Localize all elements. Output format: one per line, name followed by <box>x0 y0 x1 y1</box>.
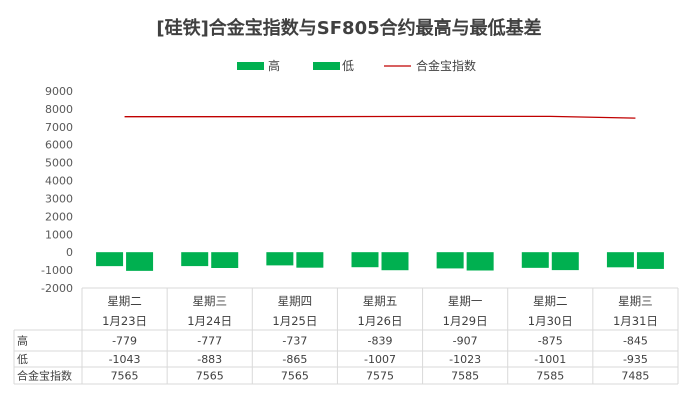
table-cell: -907 <box>453 335 478 348</box>
category-date: 1月29日 <box>443 314 488 328</box>
y-tick-label: -1000 <box>41 264 73 277</box>
table-cell: -779 <box>112 335 137 348</box>
category-date: 1月30日 <box>528 314 573 328</box>
y-axis: 9000 8000 7000 6000 5000 4000 3000 2000 1000 0 -10… <box>41 85 73 295</box>
category-weekday: 星期三 <box>618 294 653 308</box>
category-weekday: 星期二 <box>107 294 142 308</box>
table-cell: -875 <box>538 335 563 348</box>
table-row-label: 低 <box>17 353 28 366</box>
y-tick-label: 9000 <box>45 85 73 98</box>
chart-title: [硅铁]合金宝指数与SF805合约最高与最低基差 <box>156 18 542 39</box>
y-tick-label: 6000 <box>45 139 73 152</box>
legend-swatch-0 <box>237 62 264 70</box>
category-weekday: 星期四 <box>278 294 313 308</box>
category-date: 1月23日 <box>102 314 147 328</box>
bar-高-6 <box>606 252 634 268</box>
bar-低-3 <box>381 252 409 271</box>
legend-label-1: 低 <box>342 59 354 73</box>
table-cell: -1007 <box>364 353 396 366</box>
table-cell: -865 <box>282 353 307 366</box>
table-cell: 7585 <box>451 370 479 383</box>
bar-高-4 <box>436 252 464 269</box>
legend-swatch-1 <box>313 62 340 70</box>
y-tick-label: -2000 <box>41 282 73 295</box>
table-cell: -845 <box>623 335 648 348</box>
category-date: 1月31日 <box>613 314 658 328</box>
table-cell: 7575 <box>366 370 394 383</box>
table-cell: -1043 <box>109 353 141 366</box>
table-cell: -737 <box>282 335 307 348</box>
bar-低-4 <box>466 252 494 271</box>
legend-label-0: 高 <box>268 58 280 73</box>
category-weekday: 星期三 <box>192 294 227 308</box>
legend: 高 低 合金宝指数 <box>237 58 476 73</box>
table-row-label: 合金宝指数 <box>17 369 72 383</box>
bar-高-0 <box>96 252 124 267</box>
bars <box>96 252 664 271</box>
bar-低-0 <box>126 252 154 271</box>
y-tick-label: 0 <box>66 246 73 259</box>
table-cell: -777 <box>197 335 222 348</box>
table-cell: -935 <box>623 353 648 366</box>
y-tick-label: 2000 <box>45 210 73 223</box>
category-date: 1月25日 <box>272 314 317 328</box>
table-cell: 7585 <box>536 370 564 383</box>
category-date: 1月24日 <box>187 314 232 328</box>
bar-高-2 <box>266 252 294 266</box>
data-table: 星期二 1月23日 星期三 1月24日 星期四 1月25日 星期五 1月26日 星期一 1月29日… <box>13 287 679 385</box>
index-line <box>124 115 636 119</box>
table-row-label: 高 <box>17 334 28 348</box>
category-weekday: 星期五 <box>363 294 398 308</box>
table-cell: 7565 <box>281 370 309 383</box>
table-cell: 7485 <box>621 370 649 383</box>
legend-label-2: 合金宝指数 <box>416 58 476 73</box>
bar-低-6 <box>636 252 664 269</box>
y-tick-label: 4000 <box>45 175 73 188</box>
bar-高-5 <box>521 252 549 268</box>
table-cell: 7565 <box>111 370 139 383</box>
category-date: 1月26日 <box>358 314 403 328</box>
y-tick-label: 3000 <box>45 192 73 205</box>
y-tick-label: 5000 <box>45 157 73 170</box>
y-tick-label: 1000 <box>45 228 73 241</box>
line-series-index <box>124 115 636 119</box>
table-cell: 7565 <box>196 370 224 383</box>
bar-低-5 <box>551 252 579 271</box>
bar-低-1 <box>211 252 239 268</box>
bar-高-1 <box>181 252 209 267</box>
y-tick-label: 7000 <box>45 121 73 134</box>
table-cell: -1023 <box>449 353 481 366</box>
table-cell: -1001 <box>534 353 566 366</box>
table-cell: -883 <box>197 353 222 366</box>
y-tick-label: 8000 <box>45 103 73 116</box>
category-weekday: 星期二 <box>533 294 568 308</box>
category-weekday: 星期一 <box>448 294 483 308</box>
bar-低-2 <box>296 252 324 268</box>
table-cell: -839 <box>368 335 393 348</box>
bar-高-3 <box>351 252 379 268</box>
